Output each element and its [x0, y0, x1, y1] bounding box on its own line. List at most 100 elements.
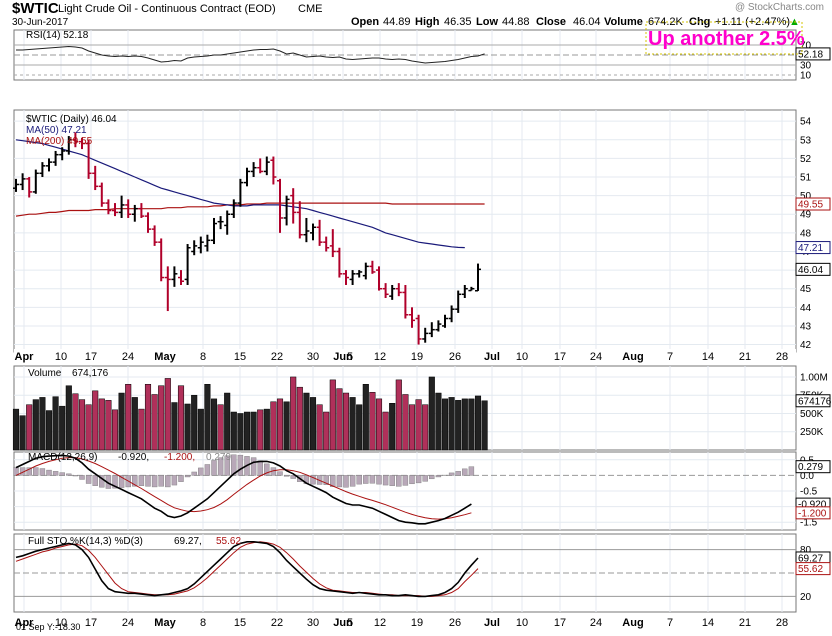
- x-axis-label: 22: [271, 617, 283, 629]
- price-tick-label: 43: [800, 321, 812, 332]
- symbol-label: $WTIC: [12, 0, 59, 17]
- volume-bar: [72, 393, 79, 451]
- macd-histogram-bar: [323, 475, 329, 485]
- volume-bar: [270, 401, 277, 451]
- sto-k-legend: 69.27,: [174, 536, 202, 547]
- volume-bar: [481, 400, 488, 451]
- macd-histogram-bar: [217, 457, 224, 476]
- volume-tick-label: 1.00M: [800, 372, 828, 383]
- annotation-box: [645, 21, 803, 55]
- macd-histogram-bar: [369, 475, 376, 484]
- x-axis-label: 17: [554, 617, 566, 629]
- macd-histogram-bar: [191, 471, 197, 476]
- sto-d-legend: 55.62: [216, 536, 241, 547]
- macd-histogram-bar: [59, 472, 65, 476]
- price-tick-label: 44: [800, 303, 812, 314]
- price-tick-label: 50: [800, 191, 812, 202]
- macd-histogram-bar: [363, 475, 369, 484]
- macd-histogram-bar: [435, 475, 442, 478]
- volume-bar: [65, 385, 72, 451]
- x-axis-label: 28: [776, 351, 788, 363]
- chart-panels: [13, 29, 797, 629]
- macd-hist-legend: 0.279: [206, 452, 231, 463]
- volume-tick-label: 250K: [800, 427, 824, 438]
- high-value: 46.35: [444, 16, 472, 28]
- volume-bar: [250, 411, 257, 451]
- x-axis-label: 10: [516, 351, 528, 363]
- ma200-line: [15, 202, 485, 217]
- x-axis-label: 12: [374, 351, 386, 363]
- x-axis-label: 10: [516, 617, 528, 629]
- volume-bar: [12, 408, 20, 451]
- price-tick-label: 51: [800, 173, 812, 184]
- x-axis-label: May: [154, 617, 176, 629]
- volume-bar: [224, 392, 231, 451]
- rsi-tick-label: 70: [800, 41, 812, 52]
- x-axis-label: 17: [85, 351, 97, 363]
- macd-histogram-bar: [224, 455, 230, 476]
- macd-histogram-bar: [310, 475, 316, 485]
- price-tick-label: 45: [800, 284, 812, 295]
- volume-bar: [138, 408, 145, 451]
- volume-bar: [461, 398, 468, 451]
- x-axis-label: 14: [702, 617, 714, 629]
- chart-plot-area: 5453525150494847464544434249.5547.2146.0…: [12, 41, 832, 629]
- x-axis-label: Jun: [333, 617, 353, 629]
- macd-histogram-bar: [376, 475, 382, 485]
- macd-legend: MACD(12,26,9) -0.920, -1.200, 0.279: [28, 452, 231, 463]
- macd-legend-name: MACD(12,26,9): [28, 452, 97, 463]
- macd-histogram-bar: [396, 475, 402, 487]
- volume-value-badge: 674176: [798, 396, 832, 407]
- macd-histogram-bar: [462, 468, 468, 476]
- volume-bar: [111, 409, 119, 451]
- volume-bar: [349, 397, 356, 451]
- macd-signal-badge: -1.200: [798, 508, 827, 519]
- sto-k-line: [15, 541, 479, 598]
- volume-bar: [422, 404, 429, 451]
- macd-hist-badge-bg: [795, 460, 831, 474]
- macd-histogram-bar: [46, 469, 52, 476]
- macd-histogram-bar: [468, 466, 475, 476]
- macd-histogram-bar: [349, 475, 356, 487]
- x-axis-label: 22: [271, 351, 283, 363]
- macd-hist-badge: 0.279: [798, 462, 823, 473]
- volume-bar: [283, 401, 290, 451]
- price-legend: $WTIC (Daily) 46.04 MA(50) 47.21 MA(200)…: [26, 114, 117, 147]
- x-axis-label: 24: [590, 351, 602, 363]
- macd-histogram-bar: [382, 475, 389, 486]
- macd-signal-badge-bg: [795, 506, 831, 520]
- volume-bar: [19, 415, 26, 451]
- ma50-value-badge: 47.21: [798, 243, 823, 254]
- macd-histogram-bar: [165, 475, 171, 488]
- low-label: Low: [476, 16, 498, 28]
- macd-histogram-bar: [231, 454, 237, 476]
- last-price-badge: 46.04: [798, 265, 823, 276]
- macd-signal-line: [15, 457, 472, 520]
- rsi-legend-text: RSI(14) 52.18: [26, 30, 89, 41]
- macd-histogram-bar: [132, 475, 138, 487]
- macd-histogram-bar: [158, 475, 164, 487]
- volume-value-badge-bg: [795, 394, 831, 408]
- macd-histogram-bar: [356, 475, 362, 485]
- macd-legend-value: -0.920,: [118, 452, 149, 463]
- x-axis-label: 21: [739, 617, 751, 629]
- close-label: Close: [536, 16, 566, 28]
- macd-histogram-bar: [178, 475, 184, 482]
- close-value: 46.04: [573, 16, 601, 28]
- macd-histogram-bar: [336, 475, 343, 488]
- volume-bar: [316, 404, 323, 451]
- macd-histogram-bar: [211, 460, 217, 476]
- x-axis-label: Apr: [15, 617, 35, 629]
- volume-bar: [263, 408, 270, 451]
- volume-bar: [408, 404, 416, 451]
- macd-histogram-bar: [198, 467, 204, 476]
- macd-histogram-bar: [99, 475, 105, 488]
- price-tick-label: 52: [800, 154, 812, 165]
- macd-histogram-bar: [52, 471, 59, 476]
- macd-histogram-bar: [204, 464, 211, 476]
- x-axis-label: 26: [449, 351, 461, 363]
- volume-bar: [39, 397, 46, 451]
- x-axis-label: 10: [55, 617, 67, 629]
- volume-bar: [144, 384, 152, 451]
- footer-note: 01 Sep Y:-18.30: [16, 622, 80, 632]
